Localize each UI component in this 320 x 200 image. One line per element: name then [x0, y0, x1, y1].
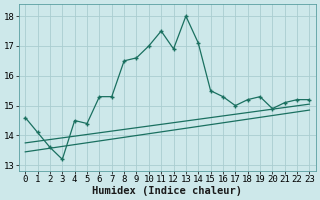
X-axis label: Humidex (Indice chaleur): Humidex (Indice chaleur): [92, 186, 242, 196]
